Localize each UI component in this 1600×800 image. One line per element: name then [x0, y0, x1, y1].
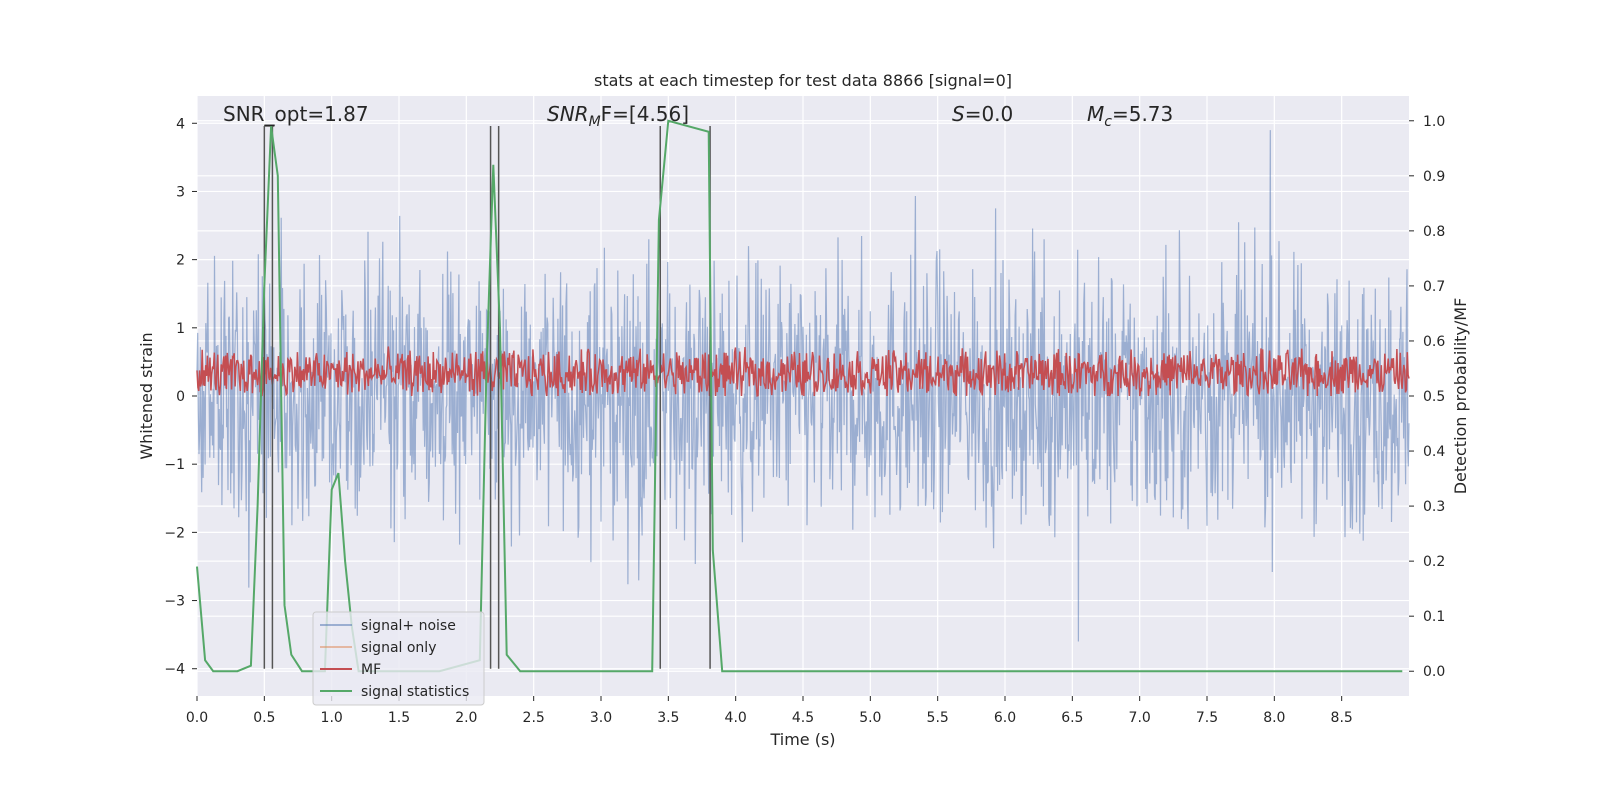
x-tick-label: 4.5 — [792, 710, 814, 726]
y2-tick-label: 0.1 — [1423, 609, 1445, 625]
legend-label-mf: MF — [361, 662, 381, 678]
x-tick-label: 5.0 — [859, 710, 881, 726]
x-tick-label: 2.0 — [455, 710, 477, 726]
annotation-snr-opt: SNR_opt=1.87 — [223, 102, 369, 126]
legend-label-signal-statistics: signal statistics — [361, 684, 469, 700]
y-tick-label: 4 — [176, 116, 185, 132]
x-axis-ticks: 0.0 0.5 1.0 1.5 2.0 2.5 3.0 3.5 4.0 4.5 5.0 5.5 6.0 6… — [186, 696, 1353, 726]
chart-title: stats at each timestep for test data 886… — [594, 71, 1012, 90]
y2-axis-label: Detection probability/MF — [1451, 298, 1470, 495]
y-tick-label: 3 — [176, 184, 185, 200]
x-tick-label: 1.5 — [388, 710, 410, 726]
y2-tick-label: 0.3 — [1423, 499, 1445, 515]
x-tick-label: 0.5 — [253, 710, 275, 726]
x-tick-label: 4.0 — [725, 710, 747, 726]
x-tick-label: 3.0 — [590, 710, 612, 726]
legend-box — [312, 611, 485, 706]
x-tick-label: 0.0 — [186, 710, 208, 726]
y2-tick-label: 0.7 — [1423, 279, 1445, 295]
y2-tick-label: 0.5 — [1423, 389, 1445, 405]
y-tick-label: 2 — [176, 253, 185, 269]
y-tick-label: −4 — [164, 662, 185, 678]
y2-axis-ticks: 1.0 0.9 0.8 0.7 0.6 0.5 0.4 0.3 0.2 0.1 0.0 — [1409, 114, 1445, 680]
y-axis-ticks: 4 3 2 1 0 −1 −2 −3 −4 — [164, 116, 197, 678]
x-tick-label: 8.5 — [1331, 710, 1353, 726]
y2-tick-label: 1.0 — [1423, 114, 1445, 130]
series-mf — [196, 346, 1410, 397]
legend-label-signal-noise: signal+ noise — [361, 618, 456, 634]
x-tick-label: 2.5 — [523, 710, 545, 726]
y2-tick-label: 0.0 — [1423, 664, 1445, 680]
y-tick-label: 0 — [176, 389, 185, 405]
x-tick-label: 8.0 — [1263, 710, 1285, 726]
x-tick-label: 6.5 — [1061, 710, 1083, 726]
y-tick-label: 1 — [176, 321, 185, 337]
x-tick-label: 6.0 — [994, 710, 1016, 726]
y-tick-label: −1 — [164, 457, 185, 473]
legend-label-signal-only: signal only — [361, 640, 436, 656]
x-tick-label: 7.5 — [1196, 710, 1218, 726]
y2-tick-label: 0.4 — [1423, 444, 1445, 460]
y2-tick-label: 0.8 — [1423, 224, 1445, 240]
mf-line — [196, 346, 1410, 397]
y2-tick-label: 0.9 — [1423, 169, 1445, 185]
y-tick-label: −2 — [164, 525, 185, 541]
y-axis-label: Whitened strain — [137, 332, 156, 459]
y2-tick-label: 0.6 — [1423, 334, 1445, 350]
x-tick-label: 3.5 — [657, 710, 679, 726]
x-tick-label: 7.0 — [1129, 710, 1151, 726]
y-tick-label: −3 — [164, 594, 185, 610]
annotation-s: S=0.0 — [952, 102, 1013, 126]
legend: signal+ noise signal only MF signal stat… — [312, 611, 485, 706]
series-signal-noise — [196, 130, 1410, 642]
annotation-snr-mf: SNRMF=[4.56] — [547, 102, 689, 130]
x-tick-label: 1.0 — [321, 710, 343, 726]
signal-noise-line — [196, 130, 1410, 642]
x-tick-label: 5.5 — [927, 710, 949, 726]
annotation-mc: Mc=5.73 — [1087, 102, 1173, 130]
x-axis-label: Time (s) — [769, 730, 835, 749]
y2-tick-label: 0.2 — [1423, 554, 1445, 570]
